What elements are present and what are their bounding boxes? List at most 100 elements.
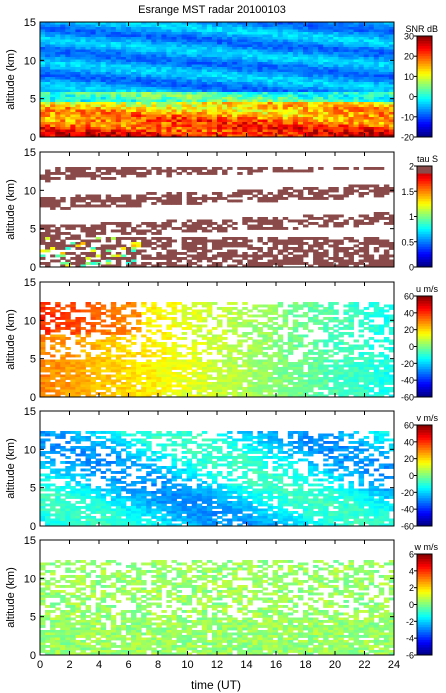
field-cell bbox=[105, 39, 112, 43]
field-cell bbox=[60, 82, 66, 85]
field-cell bbox=[222, 102, 228, 105]
field-cell bbox=[166, 324, 172, 328]
field-cell bbox=[257, 124, 263, 128]
field-cell bbox=[131, 39, 137, 43]
field-cell bbox=[267, 52, 274, 55]
field-cell bbox=[206, 172, 213, 175]
field-cell bbox=[40, 319, 46, 323]
field-cell bbox=[171, 34, 177, 38]
field-cell bbox=[353, 67, 359, 70]
field-cell bbox=[297, 219, 304, 223]
field-cell bbox=[115, 97, 122, 100]
field-cell bbox=[206, 132, 213, 135]
field-cell bbox=[267, 324, 274, 328]
field-cell bbox=[237, 132, 243, 135]
field-cell bbox=[333, 74, 339, 78]
field-cell bbox=[211, 104, 218, 108]
field-cell bbox=[348, 302, 354, 305]
field-cell bbox=[348, 24, 354, 28]
field-cell bbox=[302, 112, 309, 115]
field-cell bbox=[60, 34, 66, 38]
field-cell bbox=[318, 39, 324, 43]
colorbar-segment bbox=[417, 249, 432, 253]
field-cell bbox=[201, 22, 208, 25]
field-cell bbox=[191, 237, 198, 240]
field-cell bbox=[378, 72, 385, 75]
field-cell bbox=[363, 94, 370, 98]
field-cell bbox=[272, 62, 279, 65]
field-cell bbox=[308, 47, 314, 50]
field-cell bbox=[196, 54, 203, 58]
field-cell bbox=[105, 42, 112, 45]
colorbar-segment bbox=[417, 101, 432, 105]
field-cell bbox=[383, 134, 390, 137]
field-cell bbox=[90, 37, 97, 40]
field-cell bbox=[348, 52, 354, 55]
field-cell bbox=[383, 57, 390, 60]
field-cell bbox=[358, 192, 365, 195]
field-cell bbox=[378, 262, 385, 265]
field-cell bbox=[146, 309, 152, 313]
field-cell bbox=[343, 77, 349, 80]
field-cell bbox=[373, 327, 380, 330]
field-cell bbox=[333, 69, 339, 73]
field-cell bbox=[95, 79, 102, 83]
field-cell bbox=[100, 64, 107, 68]
field-cell bbox=[333, 254, 339, 258]
field-cell bbox=[191, 329, 198, 333]
field-cell bbox=[176, 197, 182, 200]
field-cell bbox=[378, 117, 385, 120]
field-cell bbox=[201, 27, 208, 30]
field-cell bbox=[227, 82, 233, 85]
field-cell bbox=[313, 244, 319, 248]
field-cell bbox=[313, 249, 319, 253]
field-cell bbox=[292, 52, 299, 55]
field-cell bbox=[40, 124, 46, 128]
field-cell bbox=[70, 87, 76, 90]
field-cell bbox=[237, 79, 243, 83]
field-cell bbox=[217, 99, 223, 103]
field-cell bbox=[161, 127, 167, 130]
field-cell bbox=[80, 132, 86, 135]
field-cell bbox=[40, 92, 46, 95]
field-cell bbox=[131, 52, 137, 55]
field-cell bbox=[348, 54, 354, 58]
field-cell bbox=[363, 97, 370, 100]
field-cell bbox=[55, 109, 61, 113]
field-cell bbox=[353, 107, 359, 110]
field-cell bbox=[323, 214, 329, 218]
field-cell bbox=[55, 82, 61, 85]
field-cell bbox=[151, 32, 157, 35]
field-cell bbox=[100, 47, 107, 50]
field-cell bbox=[95, 259, 102, 263]
field-cell bbox=[65, 52, 71, 55]
field-cell bbox=[110, 59, 117, 63]
field-cell bbox=[65, 107, 71, 110]
field-cell bbox=[222, 44, 228, 48]
field-cell bbox=[232, 129, 238, 133]
field-cell bbox=[252, 134, 258, 137]
field-cell bbox=[343, 84, 349, 88]
field-cell bbox=[131, 84, 137, 88]
field-cell bbox=[181, 237, 188, 240]
field-cell bbox=[343, 109, 349, 113]
field-cell bbox=[232, 57, 238, 60]
field-cell bbox=[242, 124, 248, 128]
field-cell bbox=[176, 49, 182, 53]
field-cell bbox=[388, 112, 394, 115]
field-cell bbox=[100, 34, 107, 38]
field-cell bbox=[353, 132, 359, 135]
field-cell bbox=[282, 42, 289, 45]
field-cell bbox=[60, 119, 66, 123]
field-cell bbox=[313, 89, 319, 93]
field-cell bbox=[211, 124, 218, 128]
field-cell bbox=[247, 167, 253, 170]
field-cell bbox=[378, 329, 385, 333]
field-cell bbox=[282, 52, 289, 55]
field-cell bbox=[348, 319, 354, 323]
field-cell bbox=[262, 64, 268, 68]
field-cell bbox=[333, 59, 339, 63]
field-cell bbox=[110, 257, 117, 260]
field-cell bbox=[368, 222, 375, 225]
field-cell bbox=[85, 79, 91, 83]
